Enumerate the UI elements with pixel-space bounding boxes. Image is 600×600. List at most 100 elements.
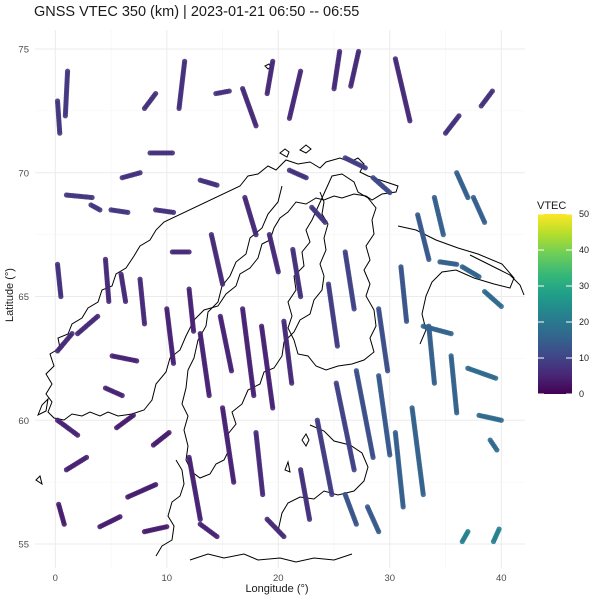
vtec-point bbox=[147, 150, 153, 156]
vtec-point bbox=[387, 452, 393, 458]
legend-tick-label: 30 bbox=[579, 281, 589, 291]
vtec-point bbox=[289, 380, 295, 386]
vtec-point bbox=[83, 454, 90, 460]
vtec-point bbox=[400, 504, 406, 510]
vtec-point bbox=[251, 392, 257, 399]
vtec-point bbox=[186, 249, 192, 255]
vtec-point bbox=[403, 318, 410, 324]
vtec-point bbox=[407, 118, 413, 124]
legend-tick-label: 10 bbox=[579, 353, 589, 363]
vtec-point bbox=[264, 90, 270, 97]
legend-tick-label: 40 bbox=[579, 245, 589, 255]
vtec-point bbox=[197, 516, 203, 522]
vtec-point bbox=[270, 405, 276, 411]
vtec-point bbox=[306, 516, 313, 522]
vtec-point bbox=[106, 298, 112, 305]
vtec-point bbox=[370, 454, 376, 460]
vtec-point bbox=[206, 392, 212, 399]
vtec-point bbox=[253, 123, 259, 129]
colorbar-legend: VTEC 0 10 20 30 40 50 bbox=[537, 200, 589, 399]
vtec-point bbox=[384, 368, 391, 374]
vtec-point bbox=[75, 432, 81, 438]
y-tick-label: 65 bbox=[18, 292, 29, 303]
y-tick-label: 60 bbox=[18, 416, 29, 427]
vtec-point bbox=[125, 209, 131, 215]
vtec-point bbox=[498, 417, 504, 423]
vtec-point bbox=[362, 165, 368, 171]
y-tick-label: 70 bbox=[18, 168, 29, 179]
y-tick-labels: 55 60 65 70 75 bbox=[18, 45, 29, 551]
vtec-point bbox=[214, 533, 220, 540]
vtec-point bbox=[164, 524, 170, 530]
vtec-point bbox=[496, 526, 502, 532]
vtec-point bbox=[426, 256, 432, 262]
vtec-point bbox=[153, 482, 159, 488]
vtec-point bbox=[219, 281, 226, 287]
vtec-point bbox=[387, 189, 393, 196]
vtec-point bbox=[61, 521, 67, 527]
vtec-point bbox=[122, 298, 129, 305]
germany-coast bbox=[189, 553, 353, 563]
vtec-point bbox=[329, 491, 335, 498]
vtec-point bbox=[303, 175, 309, 181]
y-axis-title: Latitude (°) bbox=[4, 268, 16, 322]
vtec-point bbox=[213, 90, 219, 97]
vtec-point bbox=[351, 467, 357, 473]
x-tick-label: 20 bbox=[273, 573, 284, 584]
vtec-point bbox=[498, 303, 504, 309]
vtec-point bbox=[176, 105, 182, 111]
colorbar bbox=[538, 214, 572, 394]
vtec-point bbox=[331, 86, 337, 92]
coastlines-map bbox=[35, 63, 525, 563]
baltic-east-coast bbox=[277, 424, 369, 532]
vtec-point bbox=[97, 207, 103, 213]
vtec-point bbox=[489, 88, 495, 94]
vtec-point bbox=[119, 392, 125, 399]
vtec-point bbox=[57, 130, 63, 136]
vtec-point bbox=[442, 130, 449, 136]
y-tick-label: 75 bbox=[18, 45, 29, 56]
vtec-point bbox=[69, 331, 75, 337]
vtec-point bbox=[141, 105, 148, 111]
vtec-point bbox=[58, 293, 64, 300]
vtec-point bbox=[253, 232, 259, 238]
x-tick-label: 30 bbox=[385, 573, 396, 584]
vtec-point bbox=[298, 293, 304, 300]
vtec-point bbox=[334, 343, 340, 349]
vtec-point bbox=[431, 380, 437, 386]
vtec-point bbox=[465, 529, 471, 535]
vtec-point bbox=[420, 491, 426, 498]
vtec-point bbox=[322, 219, 328, 225]
vtec-point bbox=[62, 113, 68, 119]
vtec-point bbox=[130, 412, 136, 418]
uk-fragment bbox=[35, 397, 49, 486]
vtec-point bbox=[170, 209, 177, 215]
vtec-point bbox=[214, 182, 220, 188]
legend-tick-label: 20 bbox=[579, 317, 589, 327]
vtec-point bbox=[119, 175, 125, 181]
vtec-point bbox=[494, 447, 500, 453]
y-tick-label: 55 bbox=[18, 540, 29, 551]
vtec-point bbox=[376, 529, 382, 535]
norway-coast bbox=[45, 63, 399, 421]
vtec-point bbox=[134, 358, 140, 364]
vtec-point bbox=[166, 430, 172, 436]
x-axis-title: Longitude (°) bbox=[245, 583, 308, 595]
denmark-coast bbox=[155, 459, 185, 557]
russia-east-coast bbox=[469, 254, 525, 296]
vtec-point bbox=[95, 313, 101, 319]
vtec-point bbox=[260, 491, 266, 498]
vtec-point bbox=[190, 328, 197, 334]
sweden-border bbox=[181, 185, 329, 479]
legend-title: VTEC bbox=[537, 200, 566, 212]
russia-coast bbox=[397, 225, 515, 345]
vtec-point bbox=[348, 83, 354, 89]
vtec-points bbox=[54, 48, 504, 545]
vtec-point bbox=[454, 410, 460, 416]
vtec-point bbox=[481, 219, 488, 225]
vtec-point bbox=[476, 274, 482, 280]
vtec-point bbox=[141, 321, 148, 327]
vtec-point bbox=[281, 533, 287, 540]
vtec-point bbox=[228, 368, 235, 374]
x-tick-label: 10 bbox=[162, 573, 173, 584]
